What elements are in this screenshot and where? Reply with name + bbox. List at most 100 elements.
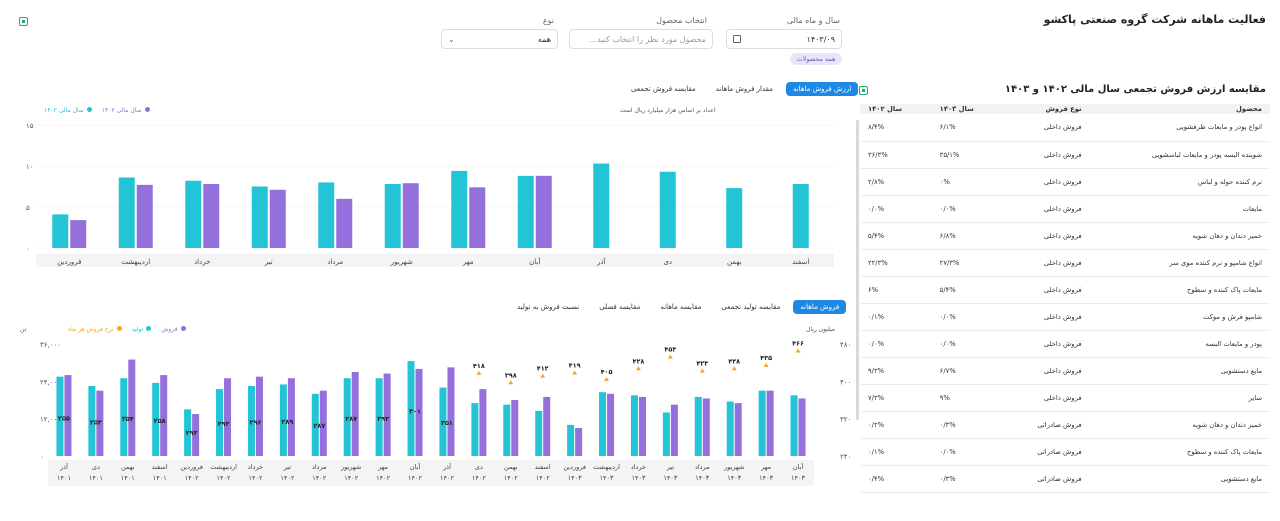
cell-1403: ۲۷/۳% (931, 249, 1004, 277)
bar-sales (152, 382, 160, 456)
cell-1402: ۰/۰% (860, 195, 932, 223)
cell-product: شوینده البسه پودر و مایعات لباسشویی (1089, 141, 1270, 169)
x-tick-label: آبان (529, 257, 541, 266)
type-select[interactable]: همه ⌄ (441, 29, 558, 49)
cell-sale-type: فروش داخلی (1003, 222, 1090, 250)
table-scrollbar[interactable] (856, 120, 859, 420)
bar-production (479, 389, 487, 456)
table-row[interactable]: انواع شامپو و نرم کننده موی سر فروش داخلی… (860, 249, 1270, 277)
bar-1403 (118, 177, 135, 248)
export-icon[interactable] (19, 17, 28, 26)
x-tick-label-year: ۱۴۰۲ (248, 474, 262, 482)
x-tick-label-month: آبان (793, 462, 805, 471)
compare-title: مقایسه ارزش فروش تجمعی سال مالی ۱۴۰۲ و ۱… (1004, 84, 1266, 95)
cell-1403: ۰/۳% (931, 411, 1004, 439)
bar-sales (343, 378, 351, 456)
x-tick-label-year: ۱۴۰۳ (759, 474, 773, 482)
bar-sales (311, 393, 319, 456)
x-tick-label-month: مرداد (312, 463, 327, 471)
bar-data-label: ۲۹۳ (186, 429, 198, 437)
bar-production (798, 398, 806, 456)
calendar-icon (733, 35, 741, 43)
year-month-field[interactable]: ۱۴۰۳/۰۹ (726, 29, 842, 49)
tab-cumulative-sales[interactable]: مقایسه فروش تجمعی (631, 85, 696, 93)
cell-1403: ۰/۰% (931, 195, 1004, 223)
x-tick-label-year: ۱۴۰۳ (600, 474, 614, 482)
x-tick-label-month: تیر (666, 463, 675, 471)
bar-production (319, 390, 327, 456)
all-products-tag[interactable]: همه محصولات (790, 53, 842, 65)
legend-production-label: تولید (131, 326, 144, 333)
table-row[interactable]: پودر و مایعات البسه فروش داخلی ۰/۰% ۰/۰% (860, 330, 1270, 358)
cell-1402: ۰/۱% (860, 303, 932, 331)
cell-1403: ۰% (931, 168, 1004, 196)
bar-data-label: ۲۵۵ (58, 414, 70, 422)
x-tick-label-year: ۱۴۰۲ (217, 474, 231, 482)
x-tick-label-month: مهر (760, 463, 771, 471)
bar-sales (247, 386, 255, 456)
x-tick-label-month: شهریور (340, 463, 361, 471)
tab-monthly-sales-quantity[interactable]: مقدار فروش ماهانه (715, 85, 773, 93)
table-row[interactable]: شوینده البسه پودر و مایعات لباسشویی فروش … (860, 141, 1270, 169)
bar-sales (790, 395, 798, 456)
x-tick-label-month: خرداد (631, 463, 646, 471)
bar-production (670, 404, 678, 456)
bar-1403 (52, 214, 69, 248)
table-row[interactable]: خمیر دندان و دهان شویه فروش داخلی ۶/۸% ۵/۴% (860, 222, 1270, 250)
tab-monthly-sales[interactable]: فروش ماهانه (793, 300, 847, 314)
tab-sales-to-production[interactable]: نسبت فروش به تولید (517, 303, 580, 311)
tab-monthly-compare[interactable]: مقایسه ماهانه (660, 303, 702, 311)
bar-1402 (203, 184, 220, 248)
rate-marker (795, 348, 801, 353)
table-row[interactable]: سایر فروش داخلی ۹% ۷/۳% (860, 384, 1270, 412)
table-row[interactable]: مایعات پاک کننده و سطوح فروش داخلی ۵/۴% ۶% (860, 276, 1270, 304)
table-row[interactable]: شامپو فرش و موکت فروش داخلی ۰/۰% ۰/۱% (860, 303, 1270, 331)
bar-production (702, 398, 710, 456)
cell-sale-type: فروش داخلی (1003, 276, 1090, 304)
tab-cumulative-production[interactable]: مقایسه تولید تجمعی (721, 303, 781, 311)
product-select[interactable]: محصول مورد نظر را انتخاب کنید... (569, 29, 713, 49)
x-tick-label-month: فروردین (563, 463, 586, 471)
table-row[interactable]: نرم کننده حوله و لباس فروش داخلی ۰% ۲/۸% (860, 168, 1270, 196)
rate-data-label: ۴۲۳ (696, 360, 708, 368)
table-row[interactable]: مایع دستشویی فروش صادراتی ۰/۳% ۰/۴% (860, 465, 1270, 493)
tab-monthly-sales-value[interactable]: ارزش فروش ماهانه (785, 82, 859, 96)
cell-1403: ۰/۳% (931, 465, 1004, 493)
bar-production (575, 428, 583, 456)
x-tick-label-month: خرداد (248, 463, 263, 471)
tab-seasonal-compare[interactable]: مقایسه فصلی (599, 303, 641, 311)
cell-1403: ۶/۸% (931, 222, 1004, 250)
bar-sales (726, 401, 734, 456)
rate-data-label: ۴۰۵ (601, 368, 613, 376)
y-tick-label: ۱۵ (26, 122, 34, 130)
x-tick-label: خرداد (194, 258, 210, 266)
x-tick-label-year: ۱۴۰۲ (408, 474, 422, 482)
x-tick-label-year: ۱۴۰۳ (663, 474, 677, 482)
bar-1402 (269, 189, 286, 248)
x-tick-label: تیر (264, 258, 273, 266)
bar-1403 (451, 170, 468, 248)
cell-1402: ۲۲/۳% (860, 249, 932, 277)
table-row[interactable]: خمیر دندان و دهان شویه فروش صادراتی ۰/۳% ۰/… (860, 411, 1270, 439)
col-1403: سال ۱۴۰۳ (931, 104, 1004, 114)
bar-1402 (336, 198, 353, 248)
table-row[interactable]: مایعات پاک کننده و سطوح فروش صادراتی ۰/۰% ۰… (860, 438, 1270, 466)
cell-1403: ۰/۰% (931, 330, 1004, 358)
bar-sales (88, 386, 96, 456)
table-row[interactable]: مایع دستشویی فروش داخلی ۶/۷% ۹/۳% (860, 357, 1270, 385)
bar-1403 (185, 180, 202, 248)
bar-1402 (136, 184, 153, 248)
x-tick-label-month: مهر (377, 463, 388, 471)
bar-production (766, 390, 774, 456)
bar-1402 (70, 220, 87, 248)
export-icon[interactable] (859, 86, 868, 95)
x-tick-label-year: ۱۴۰۳ (631, 474, 645, 482)
bottom-chart-legend: فروش تولید نرخ فروش هر ماه (68, 326, 186, 333)
cell-sale-type: فروش صادراتی (1003, 465, 1090, 493)
table-row[interactable]: مایعات فروش داخلی ۰/۰% ۰/۰% (860, 195, 1270, 223)
rate-marker (667, 354, 673, 359)
cell-sale-type: فروش داخلی (1003, 114, 1090, 142)
table-row[interactable]: انواع پودر و مایعات ظرفشویی فروش داخلی ۶/۱… (860, 114, 1270, 142)
x-axis-band (36, 254, 834, 267)
cell-sale-type: فروش داخلی (1003, 357, 1090, 385)
